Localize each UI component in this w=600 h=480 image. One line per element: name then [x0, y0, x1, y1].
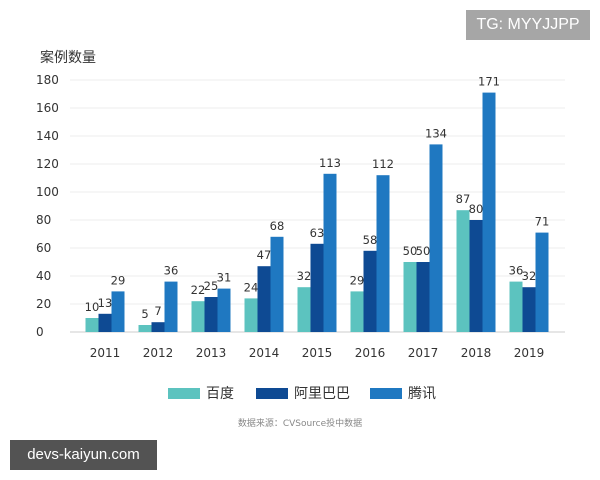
y-tick-label: 160	[36, 101, 59, 115]
data-label: 80	[469, 202, 484, 216]
y-tick-label: 20	[36, 297, 51, 311]
bar	[363, 250, 377, 332]
x-tick-label: 2014	[249, 346, 280, 360]
bar	[403, 262, 417, 332]
watermark-bottom: devs-kaiyun.com	[10, 440, 157, 470]
data-label: 63	[310, 226, 325, 240]
bar	[138, 325, 152, 332]
data-label: 29	[350, 273, 365, 287]
data-label: 171	[478, 75, 500, 89]
data-label: 29	[111, 273, 126, 287]
y-tick-label: 40	[36, 269, 51, 283]
bar	[376, 175, 390, 332]
data-label: 10	[85, 300, 100, 314]
data-label: 25	[204, 279, 219, 293]
bar	[111, 291, 125, 332]
bar	[270, 236, 284, 332]
data-label: 32	[522, 269, 537, 283]
data-label: 112	[372, 157, 394, 171]
y-tick-label: 80	[36, 213, 51, 227]
y-tick-label: 100	[36, 185, 59, 199]
bar	[456, 210, 470, 332]
legend-label: 阿里巴巴	[294, 386, 350, 402]
x-tick-label: 2015	[302, 346, 333, 360]
bar	[191, 301, 205, 332]
bar	[509, 281, 523, 332]
bar	[204, 297, 218, 332]
data-label: 24	[244, 280, 259, 294]
data-label: 87	[456, 192, 471, 206]
data-label: 113	[319, 156, 341, 170]
bar	[310, 243, 324, 332]
x-tick-label: 2018	[461, 346, 492, 360]
bar	[98, 313, 112, 332]
bar	[164, 281, 178, 332]
bar	[535, 232, 549, 332]
data-label: 68	[270, 219, 285, 233]
x-tick-label: 2013	[196, 346, 227, 360]
data-label: 134	[425, 126, 447, 140]
y-tick-label: 0	[36, 325, 44, 339]
bar	[482, 92, 496, 332]
bar	[323, 173, 337, 332]
bar	[217, 288, 231, 332]
source-note: 数据来源：CVSource投中数据	[238, 417, 362, 429]
bar	[257, 266, 271, 332]
bar	[151, 322, 165, 332]
y-tick-label: 180	[36, 73, 59, 87]
data-label: 32	[297, 269, 312, 283]
bar	[429, 144, 443, 332]
bar	[522, 287, 536, 332]
data-label: 50	[403, 244, 418, 258]
data-label: 58	[363, 233, 378, 247]
data-label: 5	[141, 307, 148, 321]
bar	[350, 291, 364, 332]
x-tick-label: 2019	[514, 346, 545, 360]
x-tick-label: 2012	[143, 346, 174, 360]
bar	[297, 287, 311, 332]
data-label: 31	[217, 271, 232, 285]
bar	[469, 220, 483, 332]
legend-label: 腾讯	[408, 385, 436, 402]
watermark-top: TG: MYYJJPP	[466, 10, 590, 40]
legend-swatch	[256, 388, 288, 399]
x-tick-label: 2011	[90, 346, 121, 360]
y-axis-label: 案例数量	[40, 49, 96, 66]
bar	[416, 262, 430, 332]
legend-swatch	[168, 388, 200, 399]
legend-swatch	[370, 388, 402, 399]
x-tick-label: 2016	[355, 346, 386, 360]
data-label: 13	[98, 296, 113, 310]
data-label: 7	[154, 304, 161, 318]
legend-label: 百度	[206, 386, 234, 402]
bar	[85, 318, 99, 332]
bar	[244, 298, 258, 332]
data-label: 47	[257, 248, 272, 262]
y-tick-label: 60	[36, 241, 51, 255]
data-label: 71	[535, 215, 550, 229]
data-label: 36	[164, 264, 179, 278]
x-tick-label: 2017	[408, 346, 439, 360]
y-tick-label: 140	[36, 129, 59, 143]
data-label: 50	[416, 244, 431, 258]
data-label: 36	[509, 264, 524, 278]
y-tick-label: 120	[36, 157, 59, 171]
data-label: 22	[191, 283, 206, 297]
